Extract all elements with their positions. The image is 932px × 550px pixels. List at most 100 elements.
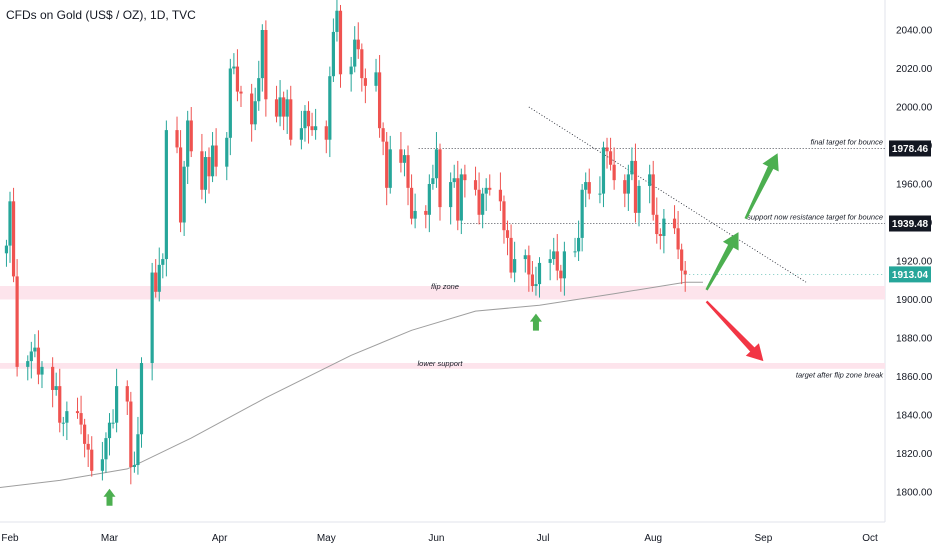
candle-body [328,76,332,140]
candle-body [612,164,616,181]
green-arrow-to-1978 [744,153,779,220]
candle-body [377,72,382,129]
candle-body [527,255,531,275]
candle-body [207,157,211,177]
candle-body [680,249,684,271]
candle-body [353,39,357,67]
candle-body [630,160,634,175]
candle-body [58,386,62,423]
y-tick-label: 1880.00 [896,334,932,345]
candle-body [534,284,538,287]
candle-body [431,178,435,184]
candle-body [306,110,311,127]
candle-body [90,449,94,471]
candle-body [136,434,140,466]
x-tick-label: Feb [1,533,19,544]
green-up-arrow-jun [529,313,542,331]
y-tick-label: 1860.00 [896,372,932,383]
candle-body [552,251,556,260]
candle-body [203,157,208,190]
candle-body [51,366,55,390]
candle-body [513,259,517,273]
candle-body [662,218,666,236]
candle-body [637,185,641,213]
candle-body [257,78,261,102]
candle-body [86,443,90,450]
candle-body [576,237,581,252]
level-annotation: final target for bounce [810,137,883,146]
candle-body [26,361,30,367]
candle-body [608,151,613,165]
candle-body [374,72,378,86]
candle-body [40,366,44,375]
current-price-text: 1913.04 [892,270,929,281]
candle-body [104,438,108,460]
candle-body [502,201,506,231]
candle-body [303,110,307,129]
candle-body [79,413,83,425]
candle-body [484,187,488,194]
candle-body [8,201,12,246]
x-tick-label: Jun [428,533,444,544]
candle-body [129,401,133,467]
candle-body [157,264,161,292]
candle-body [424,210,428,215]
candle-body [537,262,542,285]
candle-body [210,145,215,177]
candle-body [331,31,335,77]
y-tick-label: 1960.00 [896,180,932,191]
trendline [528,106,807,283]
candle-body [164,130,168,260]
candle-body [228,68,232,138]
candle-body [125,386,129,402]
candle-body [559,270,563,279]
candle-body [4,245,9,254]
candle-body [253,101,257,125]
candle-body [449,182,453,208]
candle-body [285,99,289,117]
candle-body [406,155,410,188]
candle-body [562,251,566,279]
candle-body [75,411,80,414]
candle-body [178,147,183,223]
candle-body [498,189,503,202]
candle-body [427,184,431,215]
candle-body [477,189,481,215]
candle-body [83,424,87,444]
candle-body [623,180,627,194]
y-tick-label: 2020.00 [896,64,932,75]
candle-body [349,66,353,75]
candle-body [65,411,69,423]
candle-body [289,99,293,140]
candle-body [324,126,328,140]
y-tick-label: 1820.00 [896,449,932,460]
zone-label: lower support [417,359,463,368]
candle-body [434,149,439,179]
candle-body [61,422,65,424]
green-arrow-to-1939 [705,232,739,291]
candle-body [310,126,314,131]
annotation-text: target after flip zone break [796,371,884,380]
candle-body [54,386,58,390]
x-tick-label: Jul [537,533,550,544]
y-tick-label: 2040.00 [896,26,932,37]
x-tick-label: Oct [862,533,878,544]
candle-body [335,10,339,32]
candle-body [239,91,243,94]
candle-body [356,39,360,50]
candle-body [658,234,662,236]
price-label-box [889,215,931,232]
candle-body [459,174,463,221]
candle-body [186,120,190,167]
candle-body [107,422,112,439]
candle-body [363,78,367,86]
candle-body [601,147,606,194]
candle-body [573,251,577,253]
y-tick-label: 2000.00 [896,103,932,114]
candle-body [264,30,268,100]
candle-body [299,128,304,140]
candle-body [150,272,154,364]
candle-body [11,201,16,277]
candle-body [655,214,659,235]
